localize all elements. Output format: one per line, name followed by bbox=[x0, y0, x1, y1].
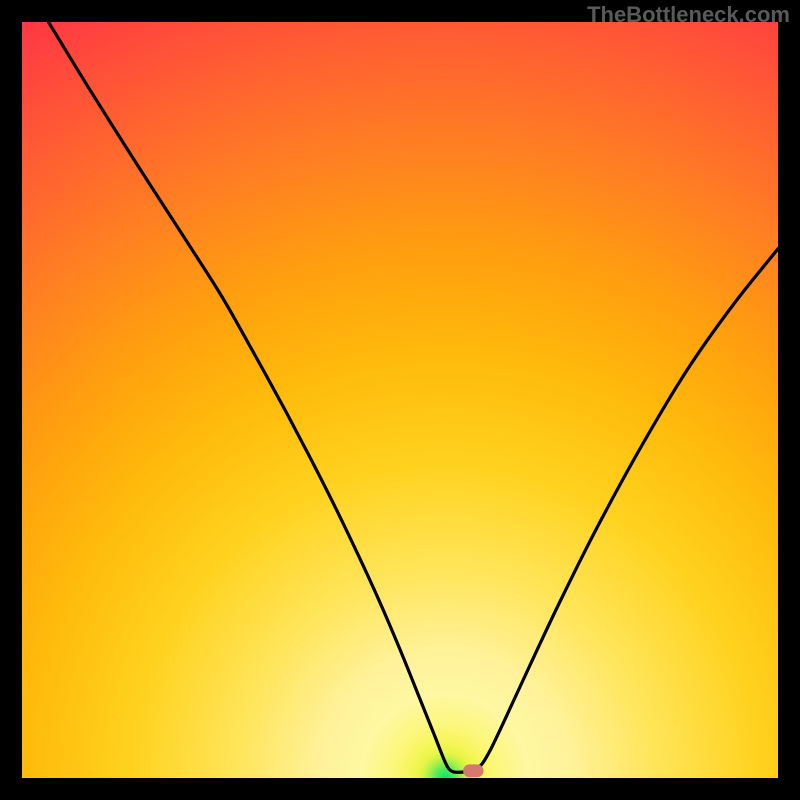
watermark-label: TheBottleneck.com bbox=[587, 2, 790, 28]
bottleneck-chart bbox=[0, 0, 800, 800]
optimal-point-marker bbox=[463, 764, 483, 777]
chart-gradient-background bbox=[22, 22, 778, 778]
